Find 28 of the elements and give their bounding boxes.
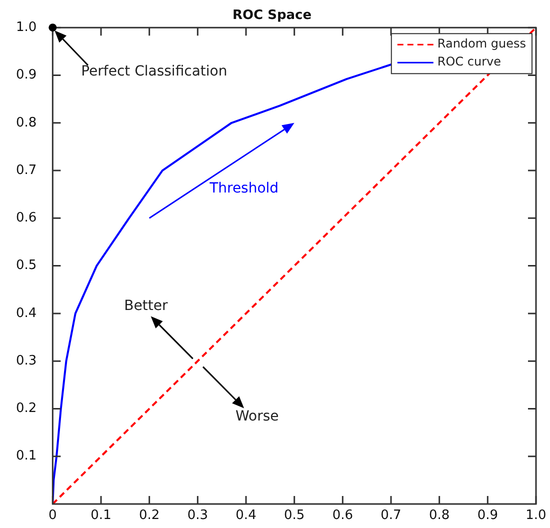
y-tick-label: 0.2 [16,401,37,416]
x-tick-label: 0.6 [332,508,354,523]
chart-title: ROC Space [232,8,312,24]
y-tick-label: 0.7 [16,162,37,178]
x-tick-label: 0.4 [236,508,256,523]
y-tick-label: 0.5 [16,258,37,274]
y-tick-label: 0.4 [16,306,37,321]
legend-label: ROC curve [437,54,502,69]
y-tick-label: 0.1 [16,448,37,464]
x-tick-label: 0.1 [90,508,112,523]
y-tick-label: 1.0 [16,20,37,35]
x-tick-label: 0.8 [428,508,450,523]
annotation: Better [124,298,168,314]
annotation: Threshold [208,180,279,196]
x-tick-label: 0.2 [138,508,160,523]
x-tick-label: 0 [48,508,57,523]
y-tick-label: 0.6 [16,210,37,226]
y-tick-label: 0.8 [16,115,37,130]
x-tick-label: 0.7 [380,508,402,523]
y-tick-label: 0.9 [16,68,37,83]
x-tick-label: 0.9 [477,508,498,523]
y-tick-label: 0.3 [16,353,37,368]
x-tick-label: 0.5 [284,508,305,523]
legend-label: Random guess [437,36,526,51]
annotation: Perfect Classification [81,64,228,80]
x-tick-label: 0.3 [187,508,208,523]
x-tick-label: 1.0 [526,508,546,523]
annotation: Worse [235,408,279,424]
